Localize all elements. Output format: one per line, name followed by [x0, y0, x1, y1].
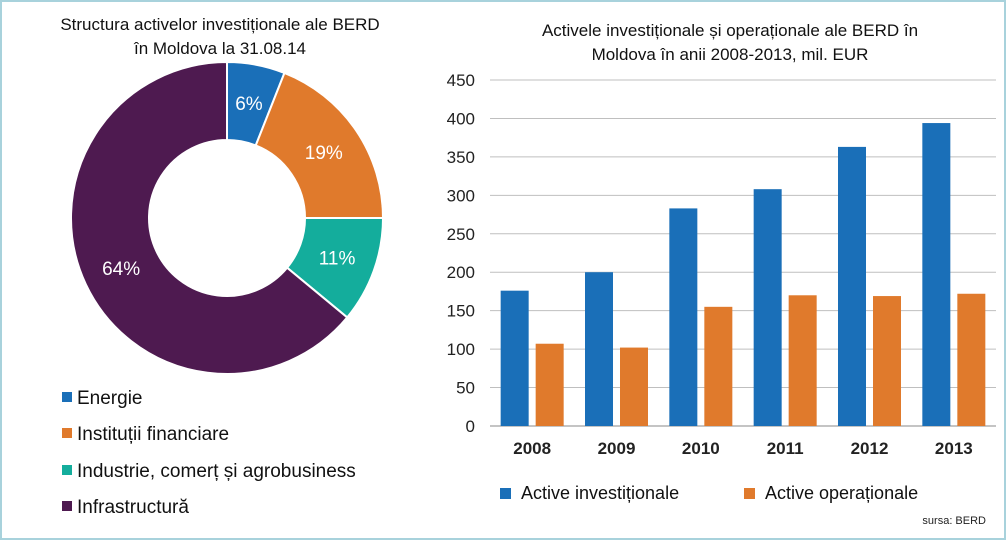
legend-label: Active operaționale: [765, 483, 919, 503]
bar-operationale-2012: [873, 296, 901, 426]
y-tick-label: 150: [447, 302, 475, 321]
donut-chart: 6% 19% 11% 64%: [70, 60, 385, 375]
y-tick-label: 450: [447, 71, 475, 90]
bar-operationale-2008: [535, 343, 564, 426]
bar-title-line: Moldova în anii 2008-2013, mil. EUR: [591, 45, 869, 64]
legend-label: Energie: [77, 388, 143, 409]
pie-chart-title: Structura activelor investiționale ale B…: [20, 13, 420, 61]
x-tick-label: 2008: [513, 439, 551, 458]
source-note: sursa: BERD: [922, 515, 986, 527]
pie-title-line: Structura activelor investiționale ale B…: [60, 15, 380, 34]
legend-label: Instituții financiare: [77, 424, 230, 445]
x-tick-label: 2012: [851, 439, 889, 458]
legend-swatch: [62, 501, 72, 511]
bar-investitionale-2010: [669, 208, 698, 426]
y-tick-label: 100: [447, 340, 475, 359]
pie-slice-label: 11%: [319, 249, 356, 270]
pie-slice-1: [254, 71, 385, 219]
bar-chart: 0 50 100 150 200 250 300 350 400 450 2008 2009 2010 2…: [447, 71, 996, 458]
pie-slice-3: [70, 60, 349, 375]
pie-slice-label: 6%: [235, 94, 263, 115]
y-tick-label: 350: [447, 148, 475, 167]
y-tick-label: 0: [466, 417, 475, 436]
x-tick-label: 2009: [598, 439, 636, 458]
y-tick-label: 250: [447, 225, 475, 244]
legend-label: Active investiționale: [521, 483, 680, 503]
legend-swatch: [62, 428, 72, 438]
legend-swatch: [62, 392, 72, 402]
legend-label: Industrie, comerț și agrobusiness: [77, 461, 356, 482]
legend-label: Infrastructură: [77, 497, 189, 518]
x-tick-label: 2010: [682, 439, 720, 458]
x-tick-label: 2011: [767, 439, 804, 458]
legend-swatch: [62, 465, 72, 475]
bar-operationale-2010: [704, 306, 733, 426]
bar-investitionale-2013: [922, 123, 951, 427]
y-tick-label: 200: [447, 263, 475, 282]
pie-slice-label: 64%: [102, 259, 140, 280]
bar-investitionale-2008: [500, 290, 529, 426]
legend-swatch: [500, 488, 511, 499]
legend-swatch: [744, 488, 755, 499]
pie-slice-label: 19%: [305, 143, 343, 164]
x-tick-label: 2013: [935, 439, 973, 458]
y-tick-label: 300: [447, 186, 475, 205]
bar-chart-title: Activele investiționale și operaționale …: [480, 19, 980, 67]
bar-operationale-2009: [620, 347, 648, 426]
bar-operationale-2011: [788, 295, 817, 426]
bar-operationale-2013: [957, 293, 986, 426]
bar-investitionale-2011: [753, 189, 782, 426]
y-tick-label: 400: [447, 109, 475, 128]
bar-investitionale-2012: [838, 146, 866, 427]
bar-title-line: Activele investiționale și operaționale …: [541, 21, 919, 40]
bar-investitionale-2009: [585, 272, 613, 426]
pie-title-line: în Moldova la 31.08.14: [133, 39, 306, 58]
y-tick-label: 50: [456, 379, 475, 398]
